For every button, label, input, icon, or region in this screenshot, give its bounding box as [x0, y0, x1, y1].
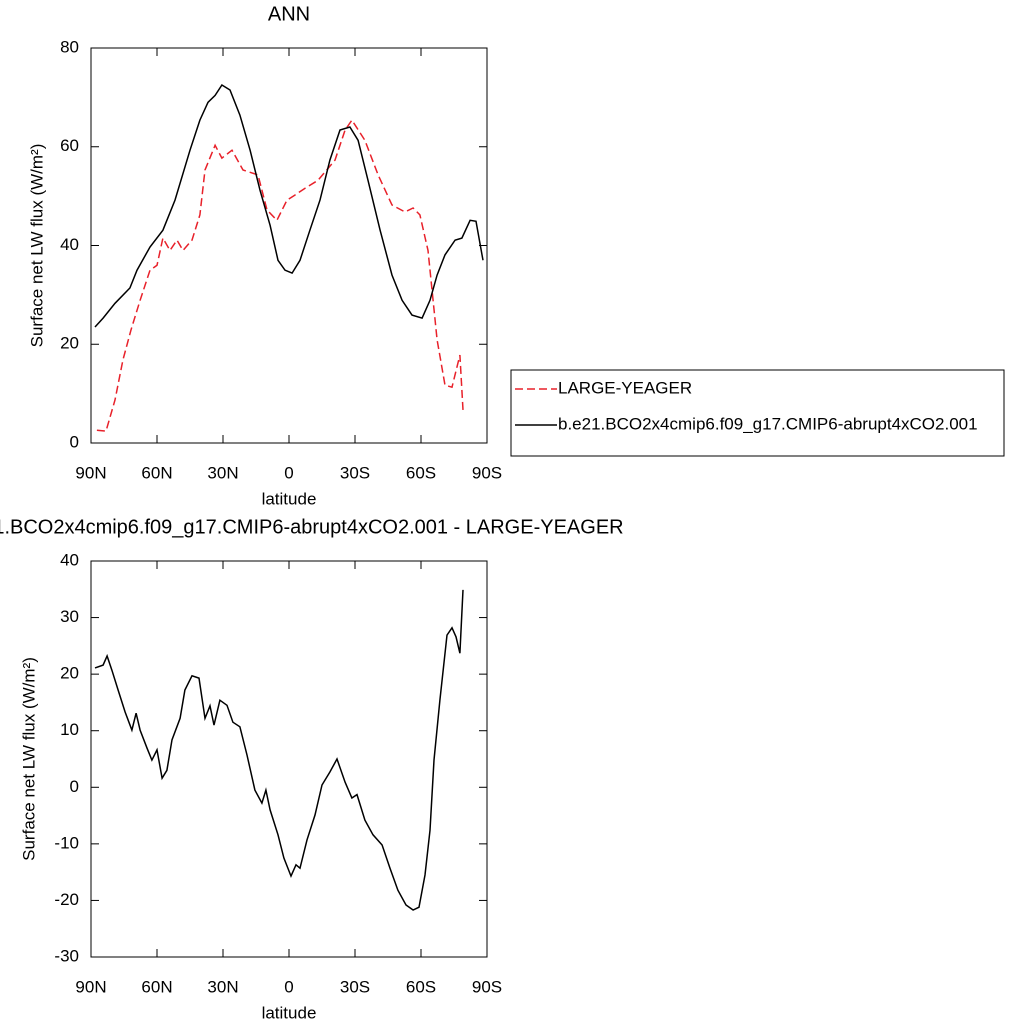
legend-label: LARGE-YEAGER	[558, 378, 692, 397]
x-tick-label: 30S	[340, 463, 370, 482]
x-tick-label: 90S	[472, 977, 502, 996]
y-tick-label: -20	[54, 890, 79, 909]
y-tick-label: -10	[54, 833, 79, 852]
y-tick-label: 0	[70, 777, 79, 796]
x-tick-label: 0	[284, 977, 293, 996]
y-tick-label: 20	[60, 664, 79, 683]
data-line	[96, 118, 464, 432]
x-tick-label: 30S	[340, 977, 370, 996]
legend-box	[510, 369, 1005, 457]
y-axis-label: Surface net LW flux (W/m²)	[19, 657, 38, 861]
x-tick-label: 60S	[406, 977, 436, 996]
chart-title: b.e21.BCO2x4cmip6.f09_g17.CMIP6-abrupt4x…	[0, 516, 624, 538]
y-tick-label: 40	[60, 235, 79, 254]
y-tick-label: 60	[60, 136, 79, 155]
x-tick-label: 90S	[472, 463, 502, 482]
x-tick-label: 60N	[141, 463, 172, 482]
x-tick-label: 30N	[207, 977, 238, 996]
x-tick-label: 0	[284, 463, 293, 482]
y-tick-label: 80	[60, 37, 79, 56]
y-tick-label: -30	[54, 946, 79, 965]
chart-title: ANN	[268, 3, 310, 25]
y-tick-label: 30	[60, 607, 79, 626]
x-axis-label: latitude	[262, 489, 317, 508]
y-tick-label: 0	[70, 432, 79, 451]
x-tick-label: 90N	[75, 977, 106, 996]
x-tick-label: 90N	[75, 463, 106, 482]
x-tick-label: 30N	[207, 463, 238, 482]
data-line	[94, 589, 464, 911]
y-tick-label: 20	[60, 334, 79, 353]
data-line	[94, 83, 484, 328]
x-axis-label: latitude	[262, 1003, 317, 1022]
legend-label: b.e21.BCO2x4cmip6.f09_g17.CMIP6-abrupt4x…	[558, 414, 978, 433]
y-axis-label: Surface net LW flux (W/m²)	[27, 144, 46, 348]
x-tick-label: 60S	[406, 463, 436, 482]
y-tick-label: 10	[60, 720, 79, 739]
plot-frame	[90, 560, 488, 958]
y-tick-label: 40	[60, 550, 79, 569]
x-tick-label: 60N	[141, 977, 172, 996]
